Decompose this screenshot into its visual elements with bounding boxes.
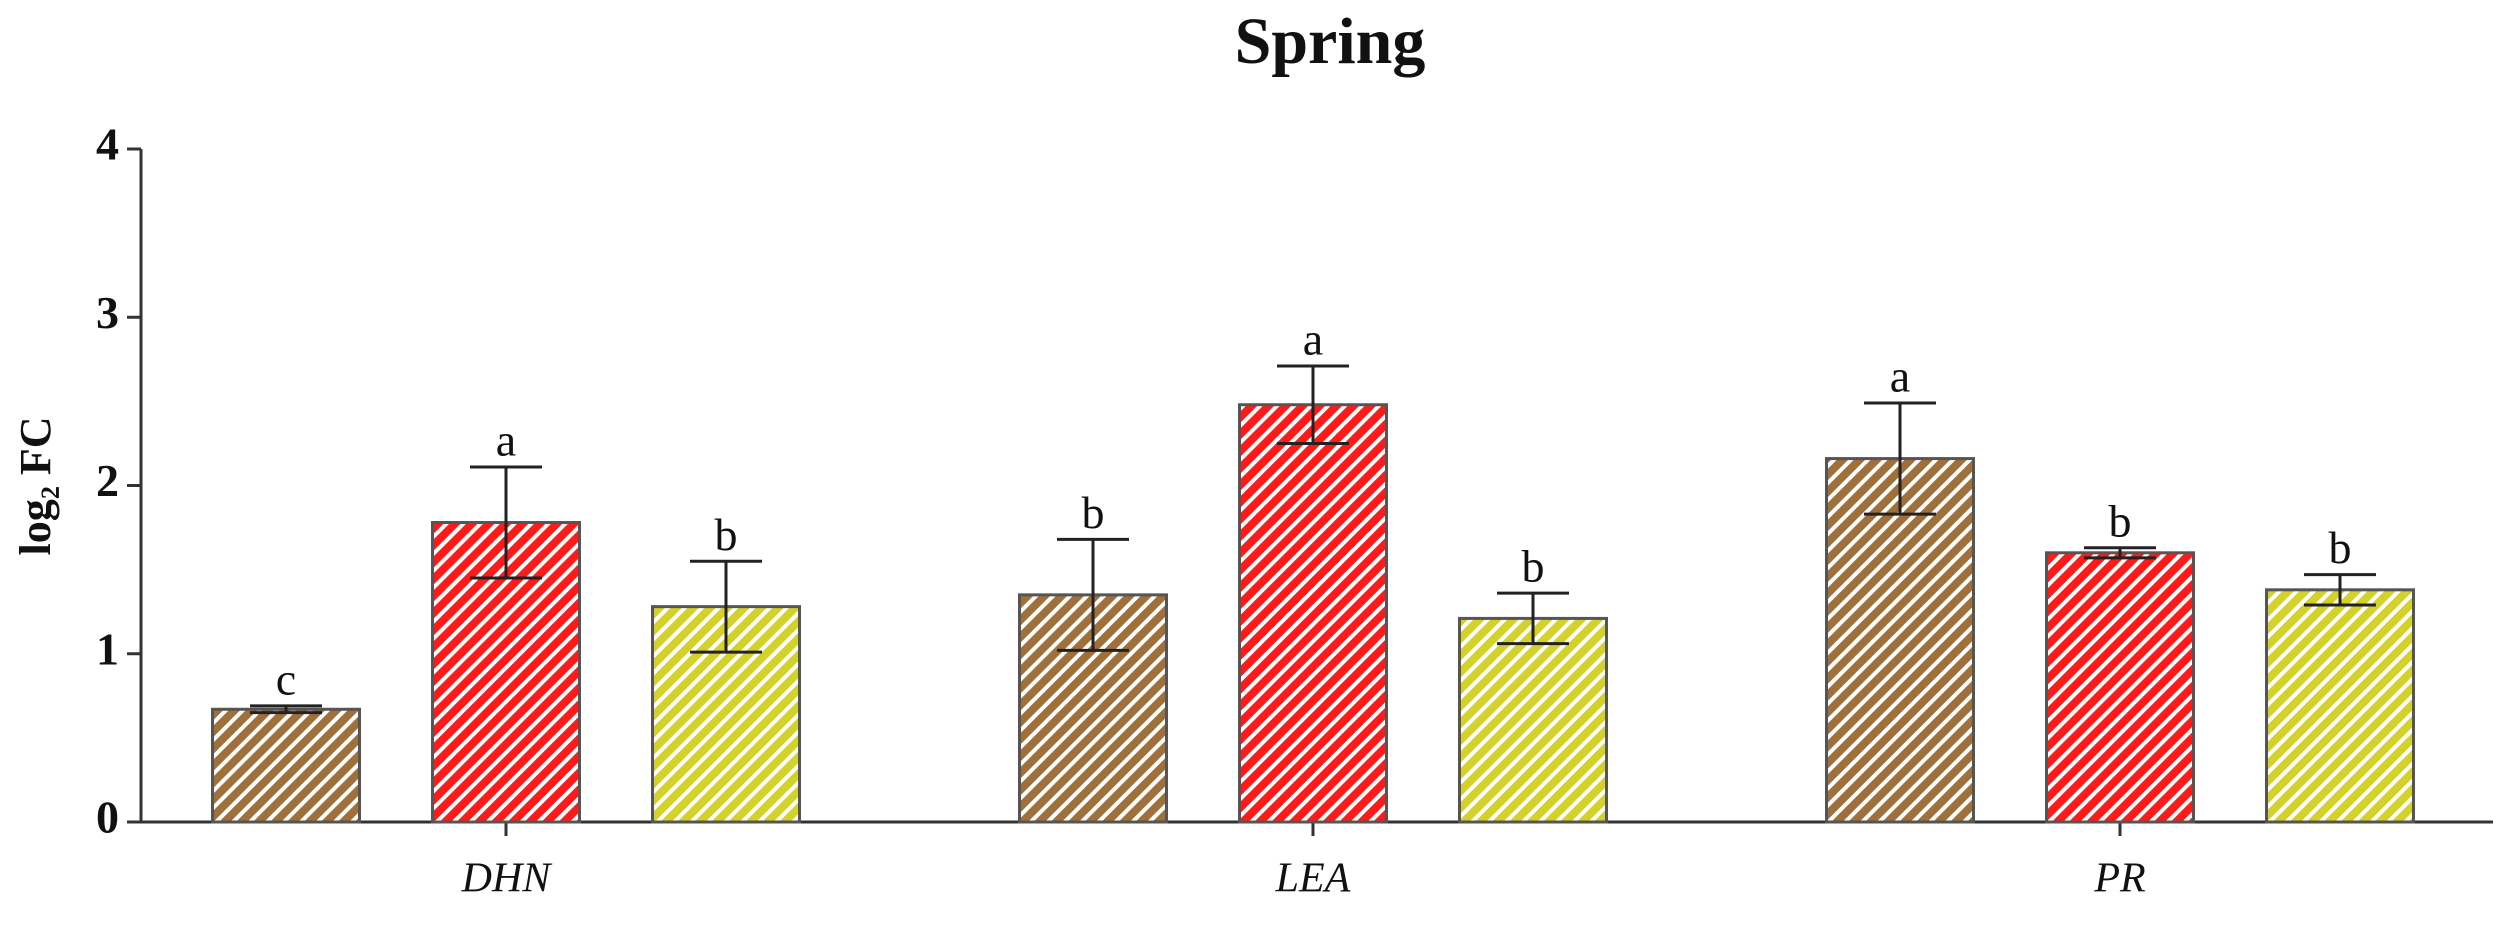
bar <box>1458 616 1608 824</box>
error-bar <box>1277 364 1349 445</box>
significance-letter: b <box>2329 522 2352 573</box>
significance-letter: a <box>496 415 516 466</box>
error-bar <box>470 465 542 580</box>
chart-title: Spring <box>1235 5 1426 78</box>
significance-letter: b <box>2109 495 2132 546</box>
significance-letter: b <box>1082 487 1105 538</box>
significance-letter: b <box>1522 541 1545 592</box>
error-bar <box>690 559 762 654</box>
y-tick-label: 3 <box>96 287 119 338</box>
x-tick-label: PR <box>2093 856 2145 902</box>
significance-letter: a <box>1890 351 1910 402</box>
x-tick-label: DHN <box>461 856 553 902</box>
error-bar <box>2084 546 2156 560</box>
bar <box>2265 588 2415 824</box>
significance-letter: a <box>1303 314 1323 365</box>
y-tick-label: 0 <box>96 792 119 843</box>
y-tick-label: 1 <box>96 623 119 674</box>
error-bar <box>1057 537 1129 652</box>
bar <box>211 707 361 824</box>
y-axis-label: log₂ FC <box>11 416 60 555</box>
error-bar <box>1497 591 1569 646</box>
error-bar <box>250 704 322 715</box>
significance-letter: b <box>715 509 738 560</box>
y-tick-label: 2 <box>96 455 119 506</box>
y-tick-label: 4 <box>96 119 119 170</box>
bar <box>1238 403 1388 824</box>
bar <box>2045 551 2195 824</box>
error-bar <box>2304 573 2376 607</box>
significance-letter: c <box>276 653 296 704</box>
x-tick-label: LEA <box>1275 856 1351 902</box>
error-bar <box>1864 401 1936 516</box>
